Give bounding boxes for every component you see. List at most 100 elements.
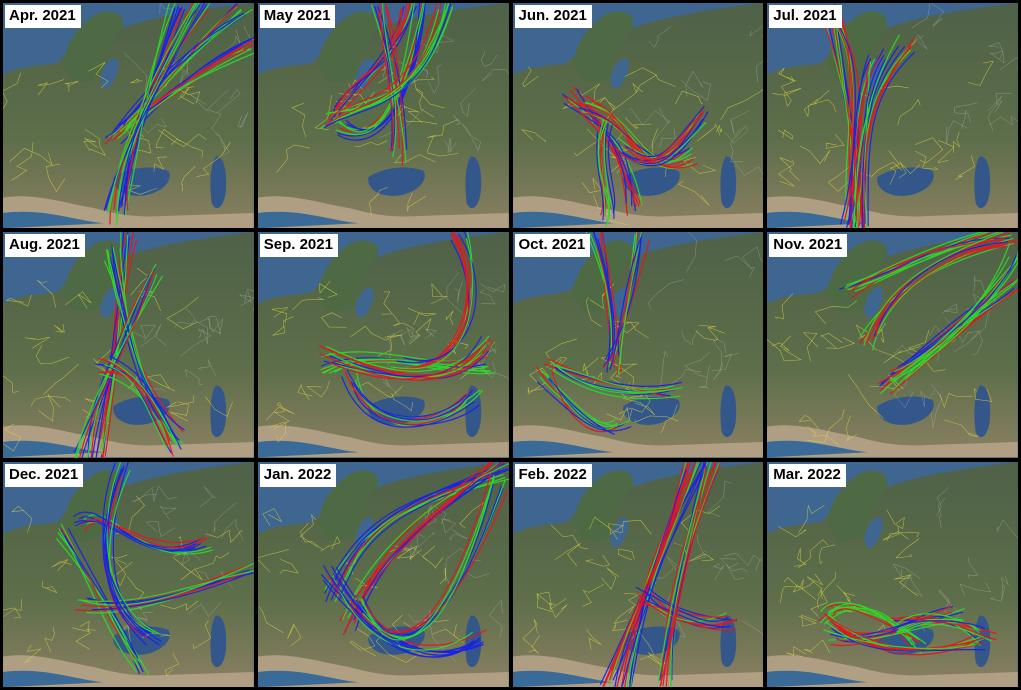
map-image	[512, 461, 764, 687]
trajectory-line	[829, 619, 971, 650]
panel-label: Jul. 2021	[769, 5, 842, 28]
panel-label: Jun. 2021	[514, 5, 592, 28]
caspian-sea	[465, 156, 481, 209]
trajectory-line	[352, 383, 467, 418]
trajectory-line	[335, 3, 415, 136]
trajectory-line	[635, 586, 728, 622]
trajectory-line	[563, 102, 632, 207]
trajectory-line	[554, 367, 682, 388]
trajectory-line	[636, 592, 734, 626]
trajectory-line	[105, 371, 171, 442]
panel-nov-2021: Nov. 2021	[767, 232, 1018, 458]
trajectory-line	[324, 3, 442, 126]
trajectory-line	[659, 462, 721, 687]
trajectory-lines	[319, 3, 453, 166]
trajectory-line	[328, 338, 491, 380]
country-borders	[3, 495, 243, 676]
trajectory-line	[665, 464, 707, 687]
scandinavia-land	[317, 470, 378, 542]
trajectory-line	[848, 232, 1001, 291]
map-image	[512, 232, 764, 458]
trajectory-line	[106, 461, 160, 635]
trajectory-line	[364, 472, 492, 632]
trajectory-line	[590, 100, 698, 169]
trajectory-line	[831, 627, 986, 652]
trajectory-line	[119, 9, 253, 132]
trajectory-line	[102, 232, 134, 458]
map-image	[3, 3, 254, 229]
trajectory-lines	[818, 3, 918, 229]
country-borders	[522, 505, 720, 667]
trajectory-line	[78, 570, 254, 602]
trajectory-line	[890, 617, 997, 634]
trajectory-line	[874, 241, 1009, 338]
trajectory-line	[904, 258, 1018, 381]
baltic-sea	[609, 58, 629, 89]
baltic-sea	[355, 517, 374, 547]
scandinavia-land	[63, 11, 124, 83]
trajectory-line	[81, 518, 208, 548]
trajectory-line	[897, 612, 981, 631]
panel-mar-2022: Mar. 2022	[767, 461, 1018, 687]
caspian-sea	[465, 385, 481, 438]
mediterranean-sea	[512, 441, 613, 458]
trajectory-line	[820, 606, 913, 639]
map-image	[257, 3, 509, 229]
trajectory-line	[104, 364, 168, 450]
baltic-sea	[609, 517, 629, 547]
trajectory-line	[67, 527, 144, 672]
trajectory-line	[844, 232, 985, 289]
panel-may-2021: May 2021	[257, 3, 509, 229]
panel-jun-2021: Jun. 2021	[512, 3, 764, 229]
trajectory-line	[323, 336, 482, 378]
trajectory-line	[116, 4, 239, 133]
panel-aug-2021: Aug. 2021	[3, 232, 254, 458]
trajectory-line	[335, 3, 407, 112]
panel-label: Oct. 2021	[514, 234, 591, 258]
trajectory-line	[107, 250, 178, 446]
trajectory-lines	[535, 232, 682, 436]
trajectory-line	[83, 520, 206, 543]
scandinavia-land	[572, 11, 633, 83]
mediterranean-sea	[257, 441, 359, 458]
panel-feb-2022: Feb. 2022	[512, 461, 764, 687]
panel-label: May 2021	[259, 5, 336, 28]
trajectory-lines	[56, 461, 254, 676]
trajectory-lines	[561, 86, 708, 228]
region-borders	[378, 35, 509, 154]
panel-jul-2021: Jul. 2021	[767, 3, 1018, 229]
trajectory-line	[863, 44, 912, 229]
trajectory-line	[894, 256, 1010, 373]
country-borders	[276, 63, 459, 216]
trajectory-line	[624, 111, 704, 164]
region-borders	[650, 480, 764, 639]
trajectory-lines	[320, 461, 509, 658]
trajectory-lines	[103, 3, 254, 226]
trajectory-line	[878, 289, 1018, 385]
trajectory-line	[390, 238, 473, 370]
trajectory-line	[64, 534, 139, 659]
panel-label: Aug. 2021	[5, 234, 85, 258]
trajectory-line	[863, 232, 1004, 347]
trajectory-line	[898, 619, 986, 629]
trajectory-line	[82, 562, 254, 606]
trajectory-line	[74, 274, 158, 458]
caspian-sea	[210, 615, 227, 667]
trajectory-line	[657, 461, 708, 684]
mediterranean-sea	[257, 670, 359, 687]
country-borders	[266, 281, 487, 443]
trajectory-line	[608, 464, 694, 680]
trajectory-line	[107, 3, 198, 216]
country-borders	[772, 60, 994, 192]
trajectory-line	[615, 464, 684, 687]
region-borders	[911, 3, 1018, 144]
trajectory-line	[126, 3, 170, 205]
black-sea	[367, 167, 425, 196]
baltic-sea	[864, 517, 883, 547]
trajectory-line	[91, 570, 254, 611]
map-image	[257, 461, 509, 687]
trajectory-line	[338, 468, 509, 601]
map-image	[767, 232, 1018, 458]
caspian-sea	[719, 385, 736, 438]
